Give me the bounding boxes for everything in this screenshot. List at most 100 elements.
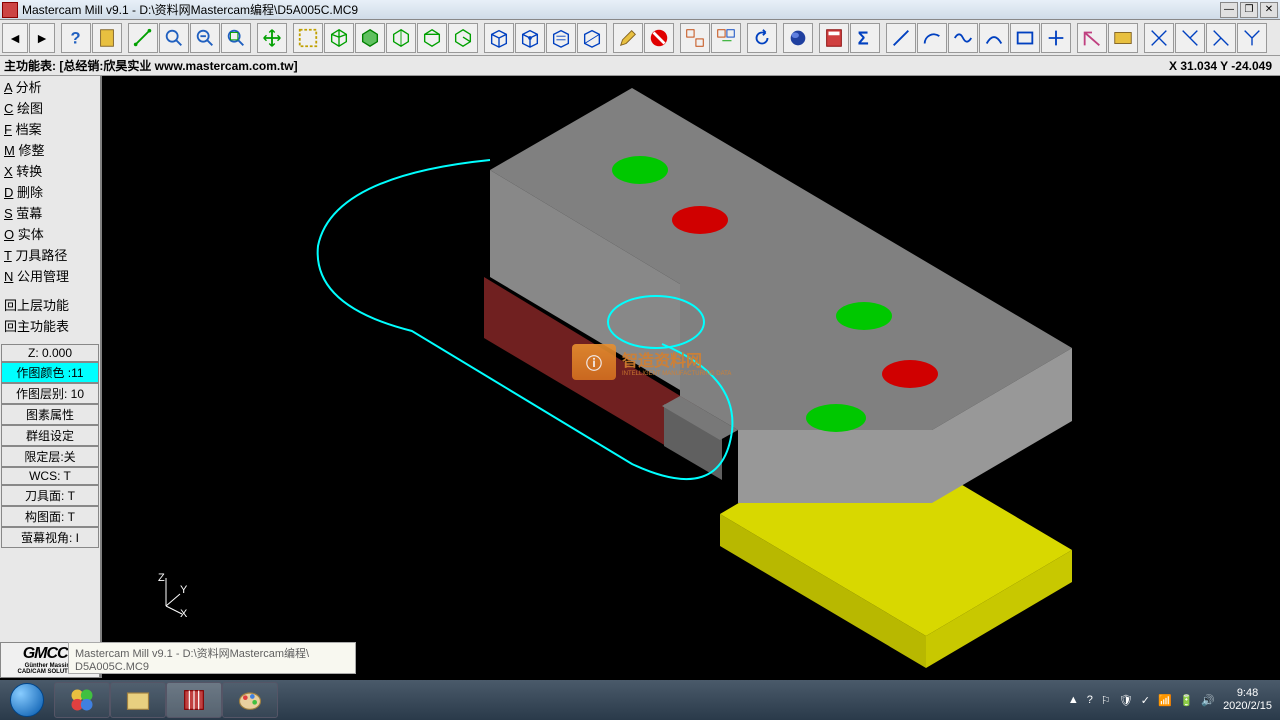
tray-flag-icon[interactable]: ⚐ — [1101, 694, 1111, 707]
start-button[interactable] — [0, 680, 54, 720]
red-circle-2 — [882, 360, 938, 388]
undo-button[interactable] — [747, 23, 777, 53]
line-button[interactable] — [886, 23, 916, 53]
taskbar-explorer[interactable] — [110, 682, 166, 718]
main-toolbar: ◄ ► ? Σ — [0, 20, 1280, 56]
axis-x-label: X — [180, 608, 187, 620]
wcs-field[interactable]: WCS: T — [1, 467, 99, 485]
clock[interactable]: 9:48 2020/2/15 — [1223, 687, 1272, 713]
wire-cube2-button[interactable] — [515, 23, 545, 53]
taskbar-app1[interactable] — [54, 682, 110, 718]
nav-back-button[interactable]: ◄ — [2, 23, 28, 53]
red-circle-1 — [672, 206, 728, 234]
iso-view2-button[interactable] — [355, 23, 385, 53]
tray-shield-icon[interactable]: 🛡 — [1119, 694, 1133, 707]
spline-button[interactable] — [948, 23, 978, 53]
wire-cube1-button[interactable] — [484, 23, 514, 53]
tray-battery-icon[interactable]: 🔋 — [1180, 694, 1194, 707]
minimize-button[interactable]: — — [1220, 2, 1238, 18]
wire-cube4-button[interactable] — [577, 23, 607, 53]
trim4-button[interactable] — [1237, 23, 1267, 53]
zoom-fit-button[interactable] — [221, 23, 251, 53]
constr-plane-field[interactable]: 构图面: T — [1, 506, 99, 527]
axis-y-label: Y — [180, 584, 187, 596]
menu-solid[interactable]: O 实体 — [0, 223, 100, 244]
watermark: ⓘ 智造资料网 INTELLIGENT MANUFACTURING DATA — [572, 344, 731, 380]
wire-cube3-button[interactable] — [546, 23, 576, 53]
arc-button[interactable] — [917, 23, 947, 53]
sigma-button[interactable]: Σ — [850, 23, 880, 53]
shade-button[interactable] — [783, 23, 813, 53]
status-text: 主功能表: [总经销:欣昊实业 www.mastercam.com.tw] — [0, 57, 1161, 74]
app-icon — [2, 2, 18, 18]
system-tray: ▲ ? ⚐ 🛡 ✓ 📶 🔋 🔊 9:48 2020/2/15 — [1060, 687, 1280, 713]
iso-view3-button[interactable] — [386, 23, 416, 53]
title-bar: Mastercam Mill v9.1 - D:\资料网Mastercam编程\… — [0, 0, 1280, 20]
menu-toolpath[interactable]: T 刀具路径 — [0, 244, 100, 265]
menu-modify[interactable]: M 修整 — [0, 139, 100, 160]
point-button[interactable] — [1041, 23, 1071, 53]
help-button[interactable]: ? — [61, 23, 91, 53]
file-button[interactable] — [92, 23, 122, 53]
calc-button[interactable] — [819, 23, 849, 53]
layer-button[interactable] — [1108, 23, 1138, 53]
iso-view4-button[interactable] — [417, 23, 447, 53]
menu-utility[interactable]: N 公用管理 — [0, 265, 100, 286]
menu-delete[interactable]: D 删除 — [0, 181, 100, 202]
green-circle-2 — [836, 302, 892, 330]
draw-layer-field[interactable]: 作图层别: 10 — [1, 383, 99, 404]
iso-view1-button[interactable] — [324, 23, 354, 53]
3d-viewport[interactable]: Z Y X mm ⓘ 智造资料网 INTELLIGENT MANUFACTURI… — [102, 76, 1280, 678]
menu-back-prev[interactable]: 回上层功能 — [0, 294, 100, 315]
rect-button[interactable] — [1010, 23, 1040, 53]
elem-attr-button[interactable]: 图素属性 — [1, 404, 99, 425]
zoom-window-button[interactable] — [159, 23, 189, 53]
group-set-button[interactable]: 群组设定 — [1, 425, 99, 446]
menu-transform[interactable]: X 转换 — [0, 160, 100, 181]
tray-help-icon[interactable]: ? — [1087, 694, 1093, 706]
trim2-button[interactable] — [1175, 23, 1205, 53]
trim1-button[interactable] — [1144, 23, 1174, 53]
menu-draw[interactable]: C 绘图 — [0, 97, 100, 118]
delete-button[interactable] — [644, 23, 674, 53]
z-depth-field[interactable]: Z: 0.000 — [1, 344, 99, 362]
maximize-button[interactable]: ❐ — [1240, 2, 1258, 18]
tool-plane-field[interactable]: 刀具面: T — [1, 485, 99, 506]
menu-screen[interactable]: S 萤幕 — [0, 202, 100, 223]
tray-up-icon[interactable]: ▲ — [1068, 694, 1079, 706]
taskbar-paint[interactable] — [222, 682, 278, 718]
status-bar: 主功能表: [总经销:欣昊实业 www.mastercam.com.tw] X … — [0, 56, 1280, 76]
screen-view-field[interactable]: 萤幕视角: I — [1, 527, 99, 548]
iso-view5-button[interactable] — [448, 23, 478, 53]
dim-button[interactable] — [1077, 23, 1107, 53]
menu-back-main[interactable]: 回主功能表 — [0, 315, 100, 336]
nav-forward-button[interactable]: ► — [29, 23, 55, 53]
window-title: Mastercam Mill v9.1 - D:\资料网Mastercam编程\… — [22, 1, 1220, 18]
axis-z-label: Z — [158, 572, 165, 584]
close-button[interactable]: ✕ — [1260, 2, 1278, 18]
svg-text:?: ? — [71, 29, 81, 47]
menu-file[interactable]: F 档案 — [0, 118, 100, 139]
tooltip: Mastercam Mill v9.1 - D:\资料网Mastercam编程\… — [68, 642, 356, 674]
tray-network-icon[interactable]: 📶 — [1158, 694, 1172, 707]
align1-button[interactable] — [680, 23, 710, 53]
gray-front-side — [738, 430, 932, 503]
sidebar: A 分析 C 绘图 F 档案 M 修整 X 转换 D 删除 S 萤幕 O 实体 … — [0, 76, 102, 678]
taskbar-mastercam[interactable] — [166, 682, 222, 718]
tray-check-icon[interactable]: ✓ — [1141, 694, 1150, 707]
align2-button[interactable] — [711, 23, 741, 53]
limit-layer-field[interactable]: 限定层:关 — [1, 446, 99, 467]
curve-button[interactable] — [979, 23, 1009, 53]
tray-volume-icon[interactable]: 🔊 — [1201, 694, 1215, 707]
select-window-button[interactable] — [293, 23, 323, 53]
pencil-button[interactable] — [613, 23, 643, 53]
trim3-button[interactable] — [1206, 23, 1236, 53]
pan-button[interactable] — [257, 23, 287, 53]
measure-button[interactable] — [128, 23, 158, 53]
zoom-out-button[interactable] — [190, 23, 220, 53]
green-circle-1 — [612, 156, 668, 184]
green-circle-3 — [806, 404, 866, 432]
taskbar: ▲ ? ⚐ 🛡 ✓ 📶 🔋 🔊 9:48 2020/2/15 — [0, 680, 1280, 720]
draw-color-field[interactable]: 作图颜色 :11 — [1, 362, 99, 383]
menu-analyze[interactable]: A 分析 — [0, 76, 100, 97]
